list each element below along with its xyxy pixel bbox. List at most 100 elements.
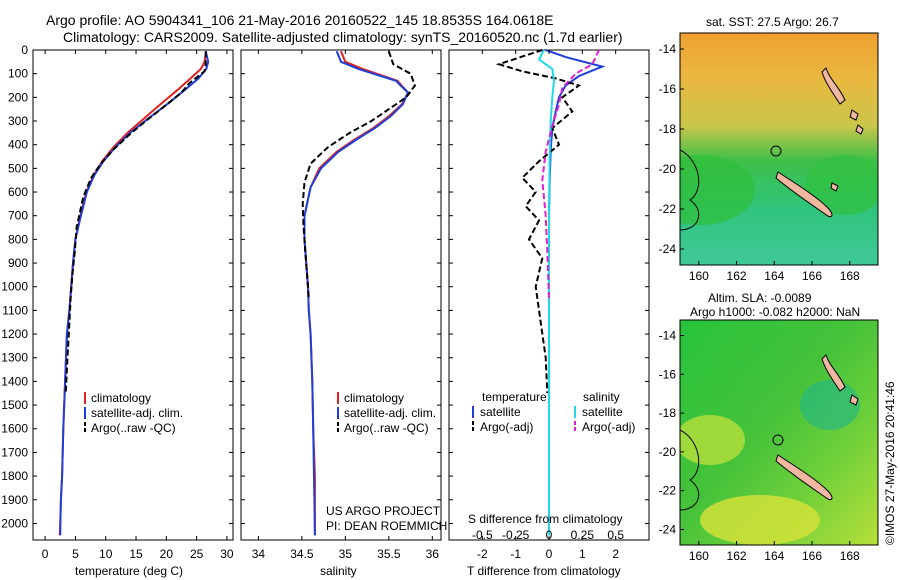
x2-tick-label: 0.25 [571,528,595,542]
legend-s-satellite: satellite [582,405,623,419]
x-tick-label: 30 [220,547,234,561]
coastline [680,429,700,511]
x2-tick-label: 0.5 [607,528,624,542]
lon-tick-label: 168 [840,269,860,283]
argo-float-location [772,434,784,446]
legend-climatology: climatology [91,391,151,405]
x-tick-label: 35 [339,547,353,561]
series-line-satellite-adj-clim- [59,50,210,536]
x-tick-label: 5 [72,547,79,561]
difference-series [495,49,606,536]
x-tick-label: 34.5 [290,547,314,561]
legend-satellite: satellite-adj. clim. [91,406,183,420]
x-axes: 0 5 10 15 20 25 30 34 34.5 35 35.5 36 -2 -1 0 1 2 -0.5 -0.… [42,50,624,561]
title-line-2: Climatology: CARS2009. Satellite-adjuste… [63,29,623,45]
x-tick-label: 34 [252,547,266,561]
lon-tick-label: 168 [840,549,860,563]
depth-tick-label: 1300 [1,351,28,365]
new-caledonia-island [775,454,833,501]
lat-tick-label: -24 [659,522,677,536]
lat-tick-label: -20 [659,162,677,176]
depth-tick-label: 700 [8,209,28,223]
x-tick-label: 10 [99,547,113,561]
depth-tick-label: 1800 [1,469,28,483]
depth-tick-label: 1700 [1,445,28,459]
legend-t-argo: Argo(-adj) [480,420,533,434]
lat-tick-label: -18 [659,406,677,420]
temperature-series [58,50,210,536]
lat-tick-label: -16 [659,367,677,381]
sst-map [680,33,878,265]
depth-tick-label: 1000 [1,280,28,294]
sla-high-patch [680,415,745,465]
island [849,394,859,406]
temperature-axis-label: temperature (deg C) [75,564,183,578]
depth-tick-label: 600 [8,185,28,199]
x-tick-label: 1 [579,547,586,561]
legend-satellite: satellite-adj. clim. [344,406,436,420]
argo-float-location [770,145,782,157]
salinity-axis-label: salinity [320,564,357,578]
series-line-argo-raw-qc- [301,50,417,299]
lon-tick-label: 160 [689,269,709,283]
lat-tick-label: -16 [659,82,677,96]
legend-t-satellite: satellite [480,405,521,419]
s-diff-axis-label: S difference from climatology [468,512,623,526]
x-tick-label: 0 [42,547,49,561]
sla-low-patch [800,380,860,430]
lon-tick-label: 164 [764,269,784,283]
series-line-temperature-argo-adj- [495,49,582,394]
sla-map-frame [679,319,879,546]
x-tick-label: -2 [477,547,488,561]
vanuatu-island [821,67,846,105]
t-diff-axis-label: T difference from climatology [467,564,621,578]
depth-tick-label: 900 [8,256,28,270]
series-line-salinity-satellite [537,49,556,536]
depth-tick-label: 100 [8,67,28,81]
salinity-series [301,50,417,536]
coastline [680,149,700,231]
x2-tick-label: -0.25 [502,528,530,542]
lon-tick-label: 160 [689,549,709,563]
depth-tick-label: 0 [21,43,28,57]
depth-tick-label: 1200 [1,327,28,341]
series-line-argo-raw-qc- [64,51,207,394]
sla-title-1: Altim. SLA: -0.0089 [708,291,812,305]
salinity-panel [240,49,442,541]
credit-stamp: ©IMOS 27-May-2016 20:41:46 [883,381,897,545]
depth-tick-label: 200 [8,90,28,104]
depth-axis: 0 100 200 300 400 500 600 700 800 900 1000 1100 1200… [1,43,649,530]
x-tick-label: 0 [546,547,553,561]
legend-salinity-heading: salinity [583,390,620,404]
depth-tick-label: 1400 [1,374,28,388]
lat-tick-label: -24 [659,242,677,256]
x-tick-label: 25 [190,547,204,561]
lat-tick-label: -14 [659,42,677,56]
depth-tick-label: 2000 [1,516,28,530]
lon-tick-label: 164 [764,549,784,563]
island [849,109,859,121]
lon-tick-label: 162 [727,549,747,563]
legend-climatology: climatology [344,391,404,405]
depth-tick-label: 500 [8,161,28,175]
project-name: US ARGO PROJECT [326,504,441,518]
vanuatu-island [821,354,846,392]
series-line-salinity-argo-adj- [541,49,600,299]
legend-argo: Argo(..raw -QC) [344,421,429,435]
x2-tick-label: 0 [546,528,553,542]
x-tick-label: 35.5 [377,547,401,561]
lat-tick-label: -14 [659,329,677,343]
project-pi: PI: DEAN ROEMMICH [326,519,447,533]
sla-high-patch [700,495,820,545]
sst-cool-patch [680,155,755,225]
depth-tick-label: 1100 [2,303,28,317]
lon-tick-label: 162 [727,269,747,283]
legend-argo: Argo(..raw -QC) [91,421,176,435]
island [855,124,864,135]
x-tick-label: 2 [612,547,619,561]
temperature-legend: climatology satellite-adj. clim. Argo(..… [84,391,183,435]
lon-tick-label: 166 [802,269,822,283]
depth-tick-label: 1500 [1,398,28,412]
sst-cool-patch [805,155,878,215]
